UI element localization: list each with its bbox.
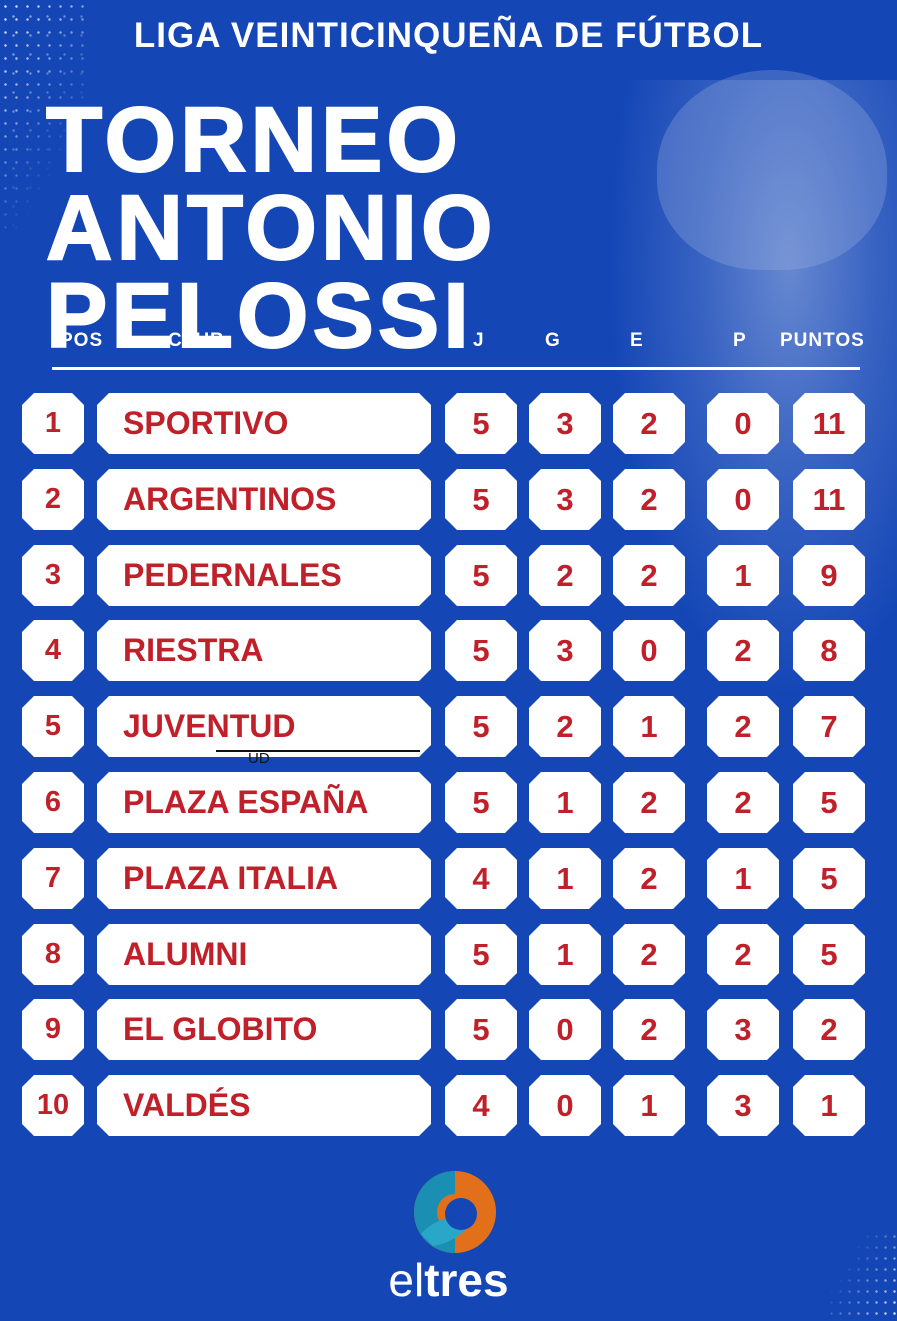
club-cell: VALDÉS — [97, 1075, 431, 1136]
pos-cell: 5 — [22, 696, 84, 757]
played-cell: 4 — [445, 848, 517, 909]
brand-light: el — [388, 1254, 425, 1306]
drawn-cell: 2 — [613, 848, 685, 909]
won-cell: 3 — [529, 469, 601, 530]
won-cell: 1 — [529, 848, 601, 909]
played-cell: 5 — [445, 620, 517, 681]
points-cell: 8 — [793, 620, 865, 681]
lost-cell: 2 — [707, 620, 779, 681]
lost-cell: 2 — [707, 924, 779, 985]
points-cell: 11 — [793, 393, 865, 454]
drawn-cell: 1 — [613, 1075, 685, 1136]
played-cell: 4 — [445, 1075, 517, 1136]
lost-cell: 2 — [707, 772, 779, 833]
annotation-text: UD — [248, 750, 270, 767]
club-cell: SPORTIVO — [97, 393, 431, 454]
club-cell: ALUMNI — [97, 924, 431, 985]
header-club: CLUB — [168, 330, 225, 351]
drawn-cell: 2 — [613, 469, 685, 530]
won-cell: 0 — [529, 999, 601, 1060]
club-cell: RIESTRA — [97, 620, 431, 681]
drawn-cell: 0 — [613, 620, 685, 681]
drawn-cell: 2 — [613, 545, 685, 606]
played-cell: 5 — [445, 772, 517, 833]
tournament-title-line2: PELOSSI — [45, 265, 473, 367]
header-j: J — [473, 330, 485, 351]
won-cell: 2 — [529, 696, 601, 757]
club-cell: EL GLOBITO — [97, 999, 431, 1060]
won-cell: 2 — [529, 545, 601, 606]
club-cell: ARGENTINOS — [97, 469, 431, 530]
lost-cell: 1 — [707, 545, 779, 606]
lost-cell: 0 — [707, 393, 779, 454]
header-divider — [52, 367, 860, 370]
pos-cell: 1 — [22, 393, 84, 454]
won-cell: 3 — [529, 620, 601, 681]
pos-cell: 8 — [22, 924, 84, 985]
tournament-title: TORNEO ANTONIO PELOSSI — [45, 89, 876, 367]
pos-cell: 10 — [22, 1075, 84, 1136]
played-cell: 5 — [445, 469, 517, 530]
drawn-cell: 2 — [613, 999, 685, 1060]
points-cell: 11 — [793, 469, 865, 530]
header-g: G — [545, 330, 561, 351]
points-cell: 5 — [793, 924, 865, 985]
drawn-cell: 1 — [613, 696, 685, 757]
header-e: E — [630, 330, 644, 351]
pos-cell: 7 — [22, 848, 84, 909]
annotation-line — [216, 750, 420, 752]
won-cell: 3 — [529, 393, 601, 454]
lost-cell: 2 — [707, 696, 779, 757]
won-cell: 0 — [529, 1075, 601, 1136]
pos-cell: 6 — [22, 772, 84, 833]
header-puntos: PUNTOS — [780, 330, 865, 351]
brand-bold: tres — [424, 1254, 509, 1306]
won-cell: 1 — [529, 924, 601, 985]
played-cell: 5 — [445, 924, 517, 985]
won-cell: 1 — [529, 772, 601, 833]
eltres-logo-icon — [414, 1171, 496, 1253]
league-name: LIGA VEINTICINQUEÑA DE FÚTBOL — [133, 16, 764, 55]
lost-cell: 3 — [707, 999, 779, 1060]
header-pos: POS — [60, 330, 104, 351]
played-cell: 5 — [445, 545, 517, 606]
eltres-wordmark: eltres — [0, 1253, 897, 1307]
points-cell: 1 — [793, 1075, 865, 1136]
drawn-cell: 2 — [613, 772, 685, 833]
played-cell: 5 — [445, 999, 517, 1060]
points-cell: 2 — [793, 999, 865, 1060]
pos-cell: 4 — [22, 620, 84, 681]
points-cell: 5 — [793, 848, 865, 909]
points-cell: 5 — [793, 772, 865, 833]
club-cell: PLAZA ITALIA — [97, 848, 431, 909]
lost-cell: 3 — [707, 1075, 779, 1136]
played-cell: 5 — [445, 393, 517, 454]
points-cell: 9 — [793, 545, 865, 606]
club-cell: PEDERNALES — [97, 545, 431, 606]
pos-cell: 2 — [22, 469, 84, 530]
pos-cell: 9 — [22, 999, 84, 1060]
drawn-cell: 2 — [613, 924, 685, 985]
points-cell: 7 — [793, 696, 865, 757]
club-cell: PLAZA ESPAÑA — [97, 772, 431, 833]
played-cell: 5 — [445, 696, 517, 757]
header-p: P — [733, 330, 747, 351]
lost-cell: 0 — [707, 469, 779, 530]
pos-cell: 3 — [22, 545, 84, 606]
lost-cell: 1 — [707, 848, 779, 909]
tournament-title-line1: TORNEO ANTONIO — [45, 89, 497, 279]
drawn-cell: 2 — [613, 393, 685, 454]
club-cell: JUVENTUD — [97, 696, 431, 757]
